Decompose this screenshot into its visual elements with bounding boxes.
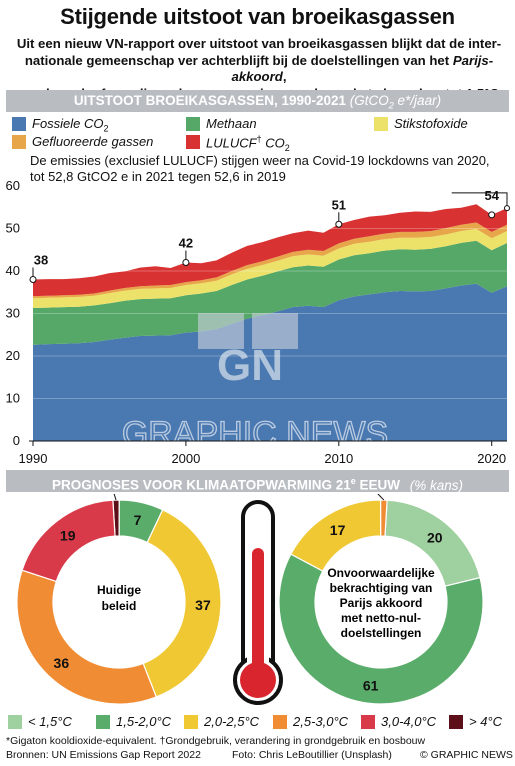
donut-slice xyxy=(16,569,158,705)
y-tick-label: 20 xyxy=(6,348,20,363)
donut-leader xyxy=(113,494,117,501)
watermark-text: GRAPHIC NEWS xyxy=(122,415,388,453)
donut-slice-label: 17 xyxy=(330,522,346,538)
footnote: *Gigaton kooldioxide-equivalent. †Grondg… xyxy=(6,735,426,747)
watermark-block-right xyxy=(252,313,298,349)
x-tick-label: 2010 xyxy=(324,451,353,466)
legend-swatch xyxy=(374,117,388,131)
area-series-0 xyxy=(33,283,507,441)
donut2-center-line: Onvoorwaardelijke xyxy=(327,566,435,580)
donut-slice-label: 20 xyxy=(427,529,443,545)
donut-paris-netzero: 2061171 xyxy=(278,494,484,705)
annotation-label: 42 xyxy=(179,236,193,251)
annotation-point xyxy=(504,205,510,212)
donut-slice-label: 19 xyxy=(60,527,76,543)
x-tick-label: 2000 xyxy=(171,451,200,466)
donut-slice-label: 36 xyxy=(54,655,70,671)
legend-swatch xyxy=(12,135,26,149)
donut2-center-line: bekrachtiging van xyxy=(330,581,433,595)
donut1-center-line: beleid xyxy=(102,599,137,613)
y-tick-label: 40 xyxy=(6,263,20,278)
subtitle-line-1: Uit een nieuw VN-rapport over uitstoot v… xyxy=(16,36,502,51)
annotation-label: 38 xyxy=(34,253,48,268)
annotation-point xyxy=(488,211,496,219)
y-tick-label: 10 xyxy=(6,391,20,406)
area-series-3 xyxy=(33,222,507,299)
annotation-point xyxy=(182,259,190,266)
annotation-point xyxy=(335,220,343,228)
donut1-center-line: Huidige xyxy=(97,583,141,597)
subtitle-line-2: nationale gemeenschap ver achterblijft b… xyxy=(24,52,494,85)
page-title: Stijgende uitstoot van broeikasgassen xyxy=(60,4,455,29)
area-series-4 xyxy=(33,204,507,297)
donut-leader xyxy=(377,494,385,501)
donut-slice-label: 61 xyxy=(363,677,379,693)
donut-current-policy: 17373619 xyxy=(16,494,222,705)
annotation-label: 54 xyxy=(484,188,499,203)
donut-slice-label: 7 xyxy=(134,512,142,528)
y-tick-label: 60 xyxy=(6,180,20,193)
copyright: © GRAPHIC NEWS xyxy=(420,749,513,761)
y-tick-label: 50 xyxy=(6,221,20,236)
annotation-leader xyxy=(451,192,508,207)
donut-slice xyxy=(21,499,116,583)
donut2-center-line: met netto-nul- xyxy=(341,611,421,625)
donut-slice xyxy=(278,553,484,705)
annotation-label: 51 xyxy=(332,197,346,212)
section-header-emissions: UITSTOOT BROEIKASGASSEN, 1990-2021 (GtCO… xyxy=(6,90,509,112)
area-series-2 xyxy=(33,228,507,308)
y-tick-label: 0 xyxy=(13,433,20,448)
donut2-center-line: doelstellingen xyxy=(341,626,422,640)
area-series-1 xyxy=(33,240,507,345)
x-tick-label: 2020 xyxy=(477,451,506,466)
forecast-donuts: 17373619 2061171 Huidige beleid Onvoorwa… xyxy=(16,494,484,705)
legend-swatch xyxy=(186,117,200,131)
photo-credit: Foto: Chris LeBoutillier (Unsplash) xyxy=(232,749,392,761)
donut2-center-line: Parijs akkoord xyxy=(340,596,423,610)
chart-note: De emissies (exclusief LULUCF) stijgen w… xyxy=(30,153,490,184)
emissions-area-chart: GN GRAPHIC NEWS 0 10 20 30 40 50 60 1990 2000 201… xyxy=(6,180,510,466)
legend-swatch xyxy=(12,117,26,131)
thermometer-icon xyxy=(233,500,283,705)
legend-swatch xyxy=(186,135,200,149)
annotation-point xyxy=(29,276,37,283)
sources: Bronnen: UN Emissions Gap Report 2022 xyxy=(6,749,201,761)
donut-slice-label: 37 xyxy=(195,597,211,613)
watermark-logo: GN xyxy=(217,341,283,390)
y-tick-label: 30 xyxy=(6,306,20,321)
donut-slice xyxy=(142,509,222,698)
x-tick-label: 1990 xyxy=(19,451,48,466)
watermark-block-left xyxy=(198,313,244,349)
donut-slice xyxy=(380,499,388,537)
section-header-forecast: PROGNOSES VOOR KLIMAATOPWARMING 21e EEUW… xyxy=(6,470,509,493)
